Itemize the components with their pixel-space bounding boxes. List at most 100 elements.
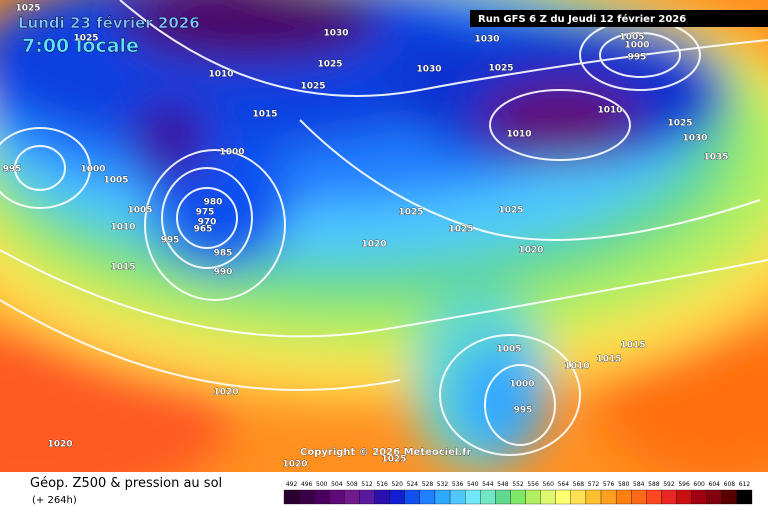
isobar-label: 1005 [127, 206, 152, 216]
legend-label: 560 [542, 481, 554, 488]
isobar-label: 1010 [564, 362, 589, 372]
isobar-label: 1000 [219, 148, 244, 158]
isobar-label: 1020 [213, 388, 238, 398]
isobar-label: 1030 [416, 65, 441, 75]
isobar-label: 1005 [619, 33, 644, 43]
isobar-label: 995 [514, 406, 533, 416]
isobar-label: 1020 [47, 440, 72, 450]
legend-swatch [329, 489, 345, 505]
isobar-label: 990 [214, 268, 233, 278]
legend-label: 500 [316, 481, 328, 488]
isobar-label: 1015 [596, 355, 621, 365]
isobar-label: 995 [3, 165, 22, 175]
isobar-label: 970 [198, 218, 217, 228]
isobar-label: 985 [214, 249, 233, 259]
isobar-label: 1025 [73, 34, 98, 44]
legend-label: 508 [346, 481, 358, 488]
copyright: Copyright © 2026 Meteociel.fr [300, 447, 471, 458]
legend-label: 576 [603, 481, 615, 488]
legend-label: 492 [286, 481, 298, 488]
legend-swatch [465, 489, 481, 505]
legend-swatch [283, 489, 300, 505]
legend-swatch [404, 489, 421, 505]
lead-time: (+ 264h) [32, 495, 77, 506]
legend-swatch [600, 489, 617, 505]
legend-swatch [570, 489, 587, 505]
legend-swatch [540, 489, 556, 505]
isobar-label: 1005 [103, 176, 128, 186]
legend-label: 544 [482, 481, 494, 488]
isobar-label: 1025 [398, 208, 423, 218]
legend-swatch [585, 489, 602, 505]
isobar-label: 1030 [682, 134, 707, 144]
legend-swatch [434, 489, 451, 505]
isobar-label: 1010 [506, 130, 531, 140]
run-box [470, 10, 768, 27]
isobar-label: 1020 [361, 240, 386, 250]
legend-label: 584 [633, 481, 645, 488]
legend-label: 604 [709, 481, 721, 488]
legend-swatch [555, 489, 571, 505]
legend-label: 536 [452, 481, 464, 488]
isobar-label: 975 [196, 208, 215, 218]
isobar-label: 1035 [703, 153, 728, 163]
isobar-label: 1025 [15, 4, 40, 14]
legend-label: 608 [724, 481, 736, 488]
footer-title: Géop. Z500 & pression au sol [30, 476, 222, 491]
legend-swatch [646, 489, 662, 505]
isobar-label: 1020 [518, 246, 543, 256]
legend-label: 496 [301, 481, 313, 488]
isobar-label: 1000 [80, 165, 105, 175]
isobar-label: 1030 [323, 29, 348, 39]
legend-label: 532 [437, 481, 449, 488]
legend-swatch [449, 489, 466, 505]
legend-label: 596 [678, 481, 690, 488]
legend-label: 552 [512, 481, 524, 488]
isobar-label: 1025 [381, 455, 406, 465]
legend-swatch [314, 489, 330, 505]
legend-label: 516 [376, 481, 388, 488]
legend-label: 612 [739, 481, 751, 488]
legend-label: 520 [391, 481, 403, 488]
forecast-time: 7:00 locale [22, 35, 139, 57]
isobar-label: 1025 [300, 82, 325, 92]
legend-swatch [721, 489, 738, 505]
legend-label: 564 [558, 481, 570, 488]
isobar-label: 1010 [597, 106, 622, 116]
legend-label: 512 [361, 481, 373, 488]
isobar-label: 995 [628, 53, 647, 63]
isobar-label: 1025 [448, 225, 473, 235]
legend-swatch [495, 489, 511, 505]
legend-swatch [615, 489, 632, 505]
legend-label: 540 [467, 481, 479, 488]
isobar-label: 1000 [509, 380, 534, 390]
isobar-label: 1005 [496, 345, 521, 355]
forecast-date: Lundi 23 février 2026 [18, 14, 200, 32]
legend-swatch [736, 489, 753, 505]
legend-swatch [419, 489, 436, 505]
legend-swatch [298, 489, 315, 505]
legend-swatch [374, 489, 390, 505]
run-info: Run GFS 6 Z du Jeudi 12 février 2026 [478, 13, 686, 25]
isobar-label: 1000 [624, 41, 649, 51]
legend-swatch [676, 489, 692, 505]
isobar-label: 1010 [208, 70, 233, 80]
legend-label: 528 [422, 481, 434, 488]
legend-label: 592 [663, 481, 675, 488]
legend-swatch [510, 489, 526, 505]
legend-label: 568 [573, 481, 585, 488]
legend-swatch [706, 489, 722, 505]
isobar-label: 1025 [667, 119, 692, 129]
legend-swatch [480, 489, 496, 505]
legend-swatch [344, 489, 360, 505]
isobar-label: 1025 [488, 64, 513, 74]
legend-swatch [661, 489, 677, 505]
legend-swatch [691, 489, 707, 505]
isobar-label: 995 [161, 236, 180, 246]
isobar-label: 980 [204, 198, 223, 208]
legend-label: 580 [618, 481, 630, 488]
